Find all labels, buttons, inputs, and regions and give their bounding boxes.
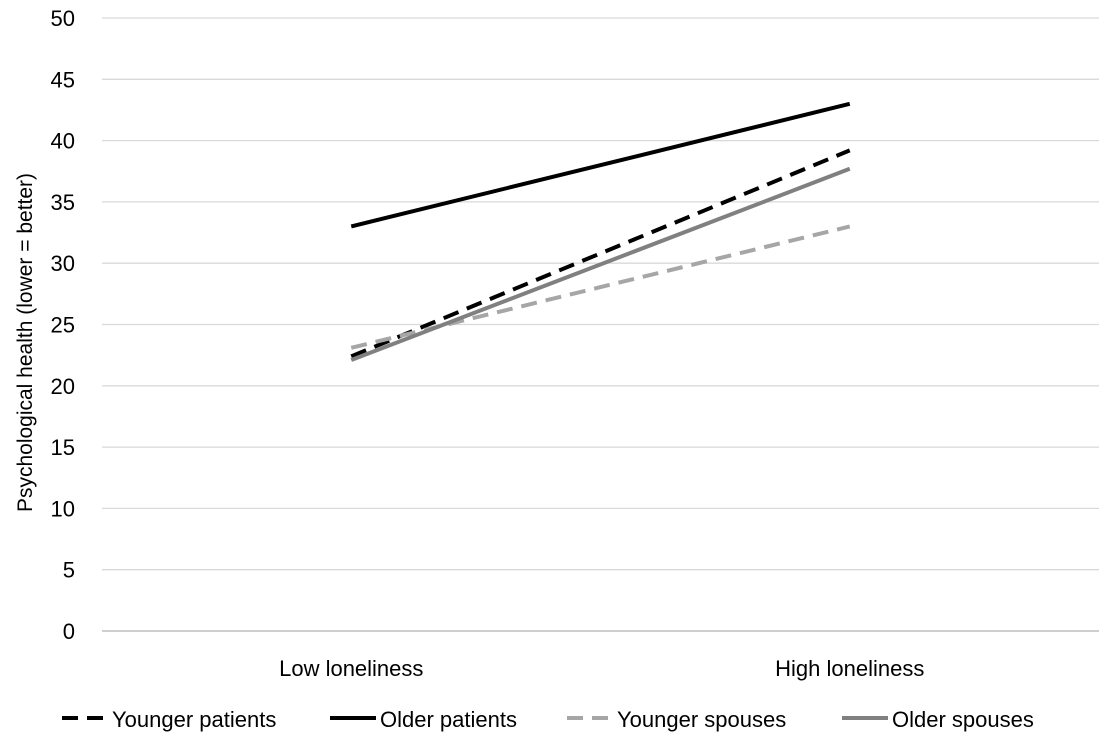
y-tick-label: 10	[51, 496, 75, 521]
y-tick-label: 30	[51, 251, 75, 276]
y-tick-label: 50	[51, 6, 75, 31]
y-tick-label: 35	[51, 190, 75, 215]
y-tick-label: 40	[51, 129, 75, 154]
legend-label: Older patients	[380, 707, 517, 732]
series-line-older-spouses	[350, 166, 851, 362]
x-tick-label: Low loneliness	[279, 656, 423, 681]
y-tick-label: 20	[51, 374, 75, 399]
x-tick-label: High loneliness	[775, 656, 924, 681]
y-axis-title: Psychological health (lower = better)	[14, 173, 37, 512]
legend-label: Older spouses	[892, 707, 1034, 732]
axis-labels: 0 5 10 15 20 25 30 35 40 45 50 Low loneliness High l…	[14, 6, 924, 681]
y-tick-label: 45	[51, 67, 75, 92]
legend: Younger patients Older patients Younger sp…	[62, 707, 1034, 732]
series-line-younger-patients	[350, 148, 851, 359]
legend-label: Younger patients	[112, 707, 276, 732]
y-tick-label: 5	[63, 558, 75, 583]
series-lines	[350, 101, 851, 362]
series-line-older-patients	[350, 101, 851, 229]
y-tick-label: 15	[51, 435, 75, 460]
gridlines	[102, 17, 1099, 571]
y-tick-label: 25	[51, 313, 75, 338]
legend-label: Younger spouses	[617, 707, 786, 732]
y-tick-label: 0	[63, 619, 75, 644]
